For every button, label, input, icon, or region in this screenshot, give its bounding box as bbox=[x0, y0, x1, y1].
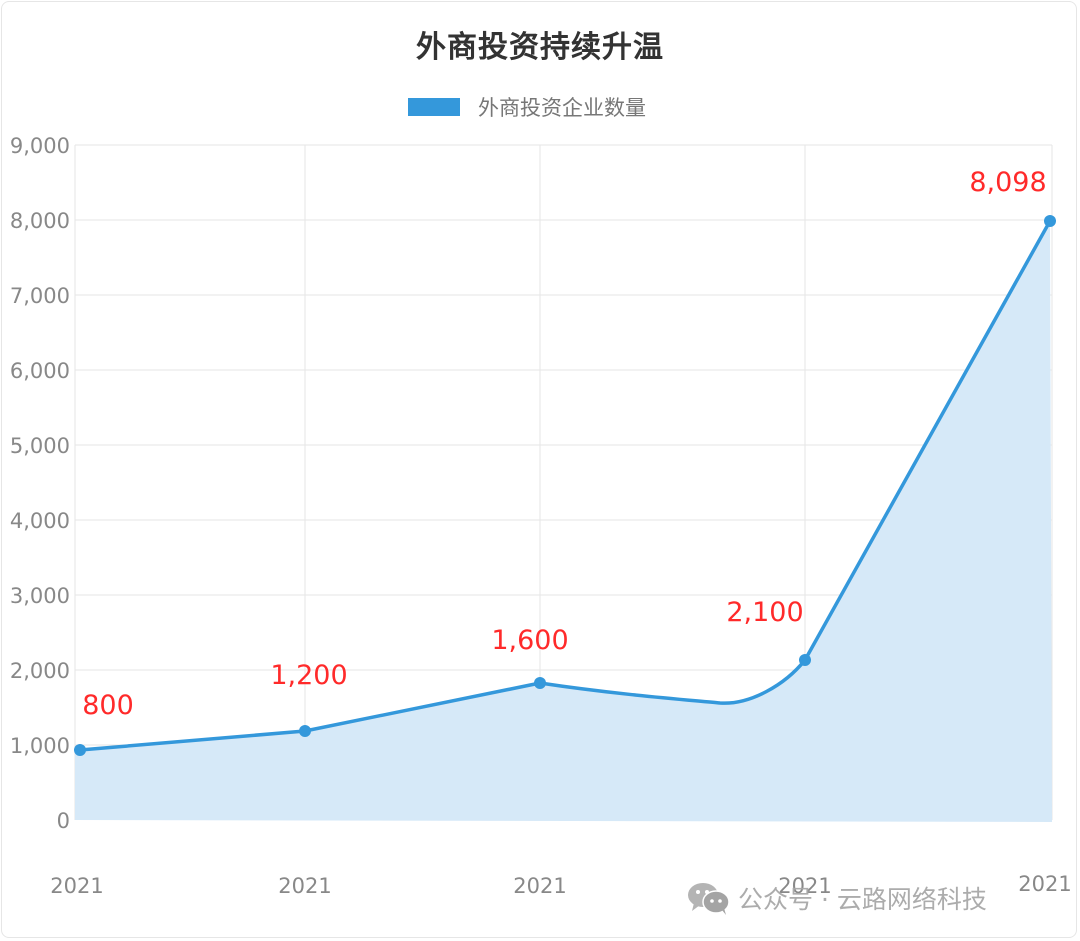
data-point[interactable] bbox=[1044, 215, 1056, 227]
data-label: 8,098 bbox=[969, 167, 1046, 198]
data-point[interactable] bbox=[74, 744, 86, 756]
x-axis: 2021 2021 2021 2021 2021 bbox=[50, 872, 1071, 898]
data-point[interactable] bbox=[534, 677, 546, 689]
legend[interactable]: 外商投资企业数量 bbox=[408, 92, 646, 122]
data-label: 1,600 bbox=[491, 625, 568, 656]
data-points bbox=[74, 215, 1056, 756]
y-tick-label: 6,000 bbox=[10, 359, 70, 383]
series-line bbox=[79, 220, 1052, 752]
legend-swatch bbox=[408, 98, 460, 116]
watermark: 公众号 · 云路网络科技 bbox=[686, 880, 987, 916]
y-tick-label: 7,000 bbox=[10, 284, 70, 308]
chart-title: 外商投资持续升温 bbox=[416, 30, 664, 65]
data-label: 2,100 bbox=[726, 597, 803, 628]
data-label: 800 bbox=[82, 690, 134, 721]
area-fill bbox=[75, 221, 1052, 822]
wechat-icon bbox=[686, 881, 732, 915]
y-tick-label: 3,000 bbox=[10, 584, 70, 608]
x-tick-label: 2021 bbox=[1018, 872, 1071, 896]
y-tick-label: 8,000 bbox=[10, 209, 70, 233]
y-tick-label: 0 bbox=[57, 809, 70, 833]
y-tick-label: 4,000 bbox=[10, 509, 70, 533]
data-label: 1,200 bbox=[270, 660, 347, 691]
y-tick-label: 5,000 bbox=[10, 434, 70, 458]
x-tick-label: 2021 bbox=[278, 874, 331, 898]
data-point[interactable] bbox=[299, 725, 311, 737]
watermark-text: 公众号 · 云路网络科技 bbox=[738, 885, 987, 914]
y-axis: 9,000 8,000 7,000 6,000 5,000 4,000 3,00… bbox=[10, 134, 70, 833]
legend-label: 外商投资企业数量 bbox=[478, 96, 646, 120]
x-tick-label: 2021 bbox=[50, 874, 103, 898]
x-tick-label: 2021 bbox=[778, 874, 831, 898]
y-tick-label: 1,000 bbox=[10, 734, 70, 758]
y-tick-label: 9,000 bbox=[10, 134, 70, 158]
data-point[interactable] bbox=[799, 654, 811, 666]
y-tick-label: 2,000 bbox=[10, 659, 70, 683]
data-labels: 800 1,200 1,600 2,100 8,098 bbox=[82, 167, 1046, 721]
x-tick-label: 2021 bbox=[513, 874, 566, 898]
